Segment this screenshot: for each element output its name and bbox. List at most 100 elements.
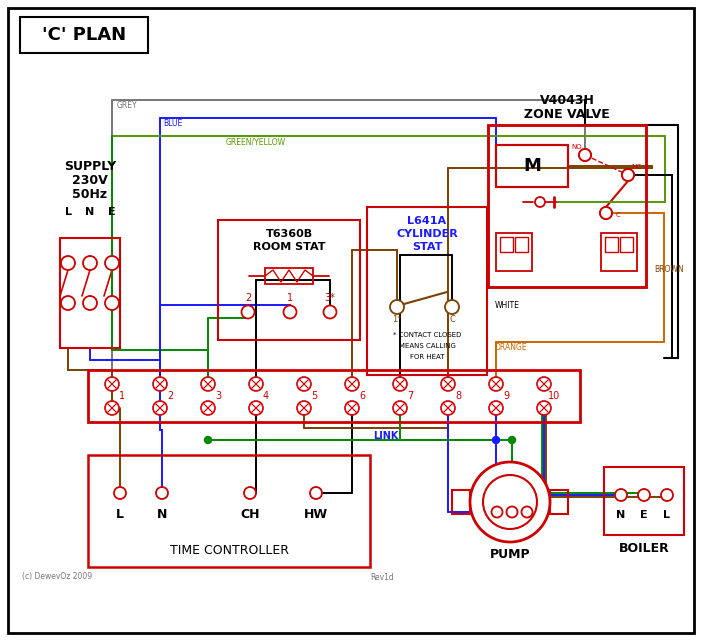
Circle shape xyxy=(284,306,296,319)
Text: 3*: 3* xyxy=(324,293,336,303)
Text: L: L xyxy=(524,521,530,531)
Circle shape xyxy=(297,377,311,391)
Circle shape xyxy=(83,296,97,310)
Bar xyxy=(88,455,370,567)
Text: 9: 9 xyxy=(503,391,509,401)
Text: N: N xyxy=(86,207,95,217)
Text: 1: 1 xyxy=(119,391,125,401)
Text: TIME CONTROLLER: TIME CONTROLLER xyxy=(169,544,289,558)
Text: 1: 1 xyxy=(287,293,293,303)
Circle shape xyxy=(310,487,322,499)
Text: 'C' PLAN: 'C' PLAN xyxy=(42,26,126,44)
Text: V4043H: V4043H xyxy=(540,94,595,108)
Circle shape xyxy=(345,377,359,391)
Text: L: L xyxy=(116,508,124,522)
Circle shape xyxy=(105,256,119,270)
Text: BLUE: BLUE xyxy=(163,119,183,128)
Circle shape xyxy=(622,169,634,181)
Text: Rev1d: Rev1d xyxy=(370,572,394,581)
Bar xyxy=(265,268,313,284)
Bar xyxy=(88,370,580,422)
Text: N: N xyxy=(493,521,501,531)
Bar xyxy=(620,237,633,252)
Circle shape xyxy=(153,401,167,415)
Circle shape xyxy=(441,401,455,415)
Circle shape xyxy=(638,489,650,501)
Text: 7: 7 xyxy=(407,391,413,401)
Circle shape xyxy=(297,401,311,415)
Text: PUMP: PUMP xyxy=(490,547,530,560)
Text: L641A: L641A xyxy=(407,216,446,226)
Text: STAT: STAT xyxy=(412,242,442,252)
Text: L: L xyxy=(65,207,72,217)
Circle shape xyxy=(249,401,263,415)
Bar xyxy=(20,17,148,53)
Text: ZONE VALVE: ZONE VALVE xyxy=(524,108,610,122)
Bar xyxy=(605,237,618,252)
Circle shape xyxy=(508,437,515,444)
Circle shape xyxy=(600,207,612,219)
Text: FOR HEAT: FOR HEAT xyxy=(410,354,444,360)
Text: ORANGE: ORANGE xyxy=(495,344,528,353)
Bar xyxy=(452,490,470,514)
Circle shape xyxy=(537,377,551,391)
Text: 230V: 230V xyxy=(72,174,108,188)
Bar xyxy=(515,237,528,252)
Bar xyxy=(601,233,637,271)
Text: N: N xyxy=(157,508,167,522)
Circle shape xyxy=(201,377,215,391)
Circle shape xyxy=(390,300,404,314)
Text: T6360B: T6360B xyxy=(265,229,312,239)
Circle shape xyxy=(445,300,459,314)
Circle shape xyxy=(537,401,551,415)
Text: SUPPLY: SUPPLY xyxy=(64,160,116,174)
Bar xyxy=(60,238,120,348)
Text: * CONTACT CLOSED: * CONTACT CLOSED xyxy=(393,332,461,338)
Bar xyxy=(500,237,513,252)
Circle shape xyxy=(105,401,119,415)
Text: 4: 4 xyxy=(263,391,269,401)
Text: CYLINDER: CYLINDER xyxy=(396,229,458,239)
Text: N: N xyxy=(616,510,625,520)
Circle shape xyxy=(105,296,119,310)
Circle shape xyxy=(441,377,455,391)
Circle shape xyxy=(83,256,97,270)
Bar xyxy=(488,125,646,287)
Text: LINK: LINK xyxy=(373,431,399,441)
Text: GREEN/YELLOW: GREEN/YELLOW xyxy=(226,138,286,147)
Circle shape xyxy=(507,506,517,517)
Circle shape xyxy=(622,169,634,181)
Circle shape xyxy=(114,487,126,499)
Circle shape xyxy=(489,401,503,415)
Circle shape xyxy=(393,401,407,415)
Bar xyxy=(496,145,568,187)
Text: 8: 8 xyxy=(455,391,461,401)
Text: BROWN: BROWN xyxy=(654,265,684,274)
Circle shape xyxy=(204,437,211,444)
Text: 3: 3 xyxy=(215,391,221,401)
Circle shape xyxy=(483,475,537,529)
Text: 50Hz: 50Hz xyxy=(72,188,107,201)
Circle shape xyxy=(153,377,167,391)
Text: HW: HW xyxy=(304,508,328,522)
Text: WHITE: WHITE xyxy=(495,301,520,310)
Text: BOILER: BOILER xyxy=(618,542,670,554)
Text: ROOM STAT: ROOM STAT xyxy=(253,242,325,252)
Text: 10: 10 xyxy=(548,391,560,401)
Text: GREY: GREY xyxy=(117,101,138,110)
Circle shape xyxy=(615,489,627,501)
Circle shape xyxy=(491,506,503,517)
Circle shape xyxy=(600,207,612,219)
Circle shape xyxy=(201,401,215,415)
Bar xyxy=(496,233,532,271)
Circle shape xyxy=(579,149,591,161)
Bar xyxy=(604,467,684,535)
Circle shape xyxy=(345,401,359,415)
Circle shape xyxy=(661,489,673,501)
Circle shape xyxy=(61,296,75,310)
Circle shape xyxy=(105,377,119,391)
Bar xyxy=(367,207,487,375)
Circle shape xyxy=(156,487,168,499)
Text: C: C xyxy=(616,212,621,218)
Text: NO: NO xyxy=(571,144,583,150)
